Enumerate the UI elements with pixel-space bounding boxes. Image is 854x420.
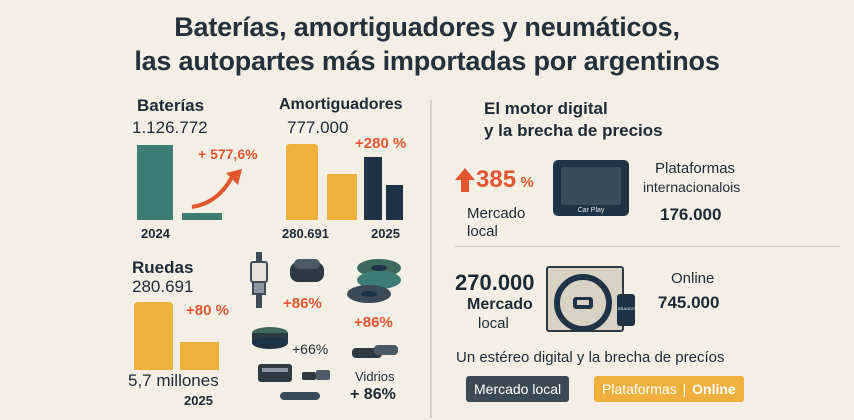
vidrios-label: Vidrios	[355, 369, 395, 384]
baterias-year: 2024	[141, 226, 170, 241]
digital-title-line-2: y la brecha de precios	[484, 121, 663, 140]
ruedas-growth: +80 %	[186, 302, 229, 319]
battery-icon	[258, 364, 292, 382]
right-divider	[455, 246, 840, 247]
pill-platforms-label: Plataformas	[602, 381, 677, 397]
filter-icon	[252, 327, 288, 349]
footer-caption: Un estéreo digital y la brecha de precío…	[456, 349, 725, 366]
panel-divider	[430, 100, 432, 418]
steering-local-label-2: local	[478, 315, 509, 332]
amortiguadores-bar-3	[364, 157, 382, 220]
amortiguadores-value: 777.000	[287, 118, 349, 137]
vidrios-growth: + 86%	[350, 386, 396, 403]
ruedas-label: Ruedas	[132, 258, 194, 277]
pill-online-label: Online	[692, 381, 736, 397]
platforms-label-1: Plataformas	[655, 160, 736, 177]
neumaticos-growth: +86%	[354, 314, 393, 331]
pads-icon	[290, 259, 324, 282]
car-play-screen: Car Play	[553, 160, 629, 216]
car-play-display	[561, 167, 621, 205]
title-line-1: Baterías, amortiguadores y neumáticos,	[174, 12, 680, 42]
platforms-label-2: internacionalois	[643, 179, 741, 195]
up-arrow-icon	[455, 168, 475, 192]
ruedas-base-label: 5,7 millones	[128, 371, 219, 390]
ruedas-bar-2	[180, 342, 219, 370]
amortiguadores-label: Amortiguadores	[279, 96, 403, 113]
tire-stack-icon	[347, 259, 401, 303]
amortiguadores-bar-1	[286, 144, 318, 220]
baterias-growth: + 577,6%	[198, 146, 258, 162]
title-line-2: las autopartes más importadas por argent…	[134, 46, 720, 76]
car-play-label: Car Play	[577, 207, 605, 214]
phone-icon: BRANDS	[617, 294, 635, 326]
baterias-bar-2024	[137, 145, 173, 220]
digital-title-line-1: El motor digital	[484, 99, 608, 118]
baterias-label: Baterías	[137, 96, 205, 115]
wiper-icon	[280, 392, 320, 400]
shock-icon	[352, 345, 398, 358]
steering-local-label-1: Mercado	[467, 296, 533, 313]
bujias-growth: +86%	[283, 295, 322, 312]
platforms-value: 176.000	[660, 205, 722, 224]
amortiguadores-low-value: 280.691	[282, 226, 329, 241]
steering-local-value: 270.000	[455, 270, 535, 295]
spark-plug-icon	[250, 252, 268, 308]
phone-text: BRANDS	[618, 306, 635, 311]
digital-local-label-2: local	[467, 223, 498, 240]
digital-local-label-1: Mercado	[467, 205, 526, 222]
amortiguadores-bar-4	[386, 185, 403, 220]
pill-mercado-local: Mercado local	[466, 376, 570, 402]
baterias-value: 1.126.772	[132, 118, 208, 137]
online-value: 745.000	[658, 293, 720, 312]
ruedas-year: 2025	[184, 393, 213, 408]
ruedas-bar-1	[134, 302, 173, 370]
amortiguadores-year: 2025	[371, 226, 400, 241]
steering-wheel-icon	[554, 274, 612, 331]
digital-pct-unit: %	[520, 174, 534, 191]
growth-arrow-icon	[191, 169, 242, 209]
amortiguadores-bar-2	[327, 174, 357, 220]
amortiguadores-growth: +280 %	[355, 135, 407, 152]
cable-icon	[302, 370, 330, 380]
pill-platforms-online: Plataformas | Online	[594, 376, 744, 402]
baterias-bar-2025	[182, 213, 222, 220]
filtros-growth: +66%	[292, 341, 329, 357]
digital-pct: 385 %	[476, 166, 534, 194]
ruedas-value: 280.691	[132, 277, 194, 296]
online-label: Online	[671, 270, 715, 287]
digital-pct-value: 385	[476, 166, 517, 193]
